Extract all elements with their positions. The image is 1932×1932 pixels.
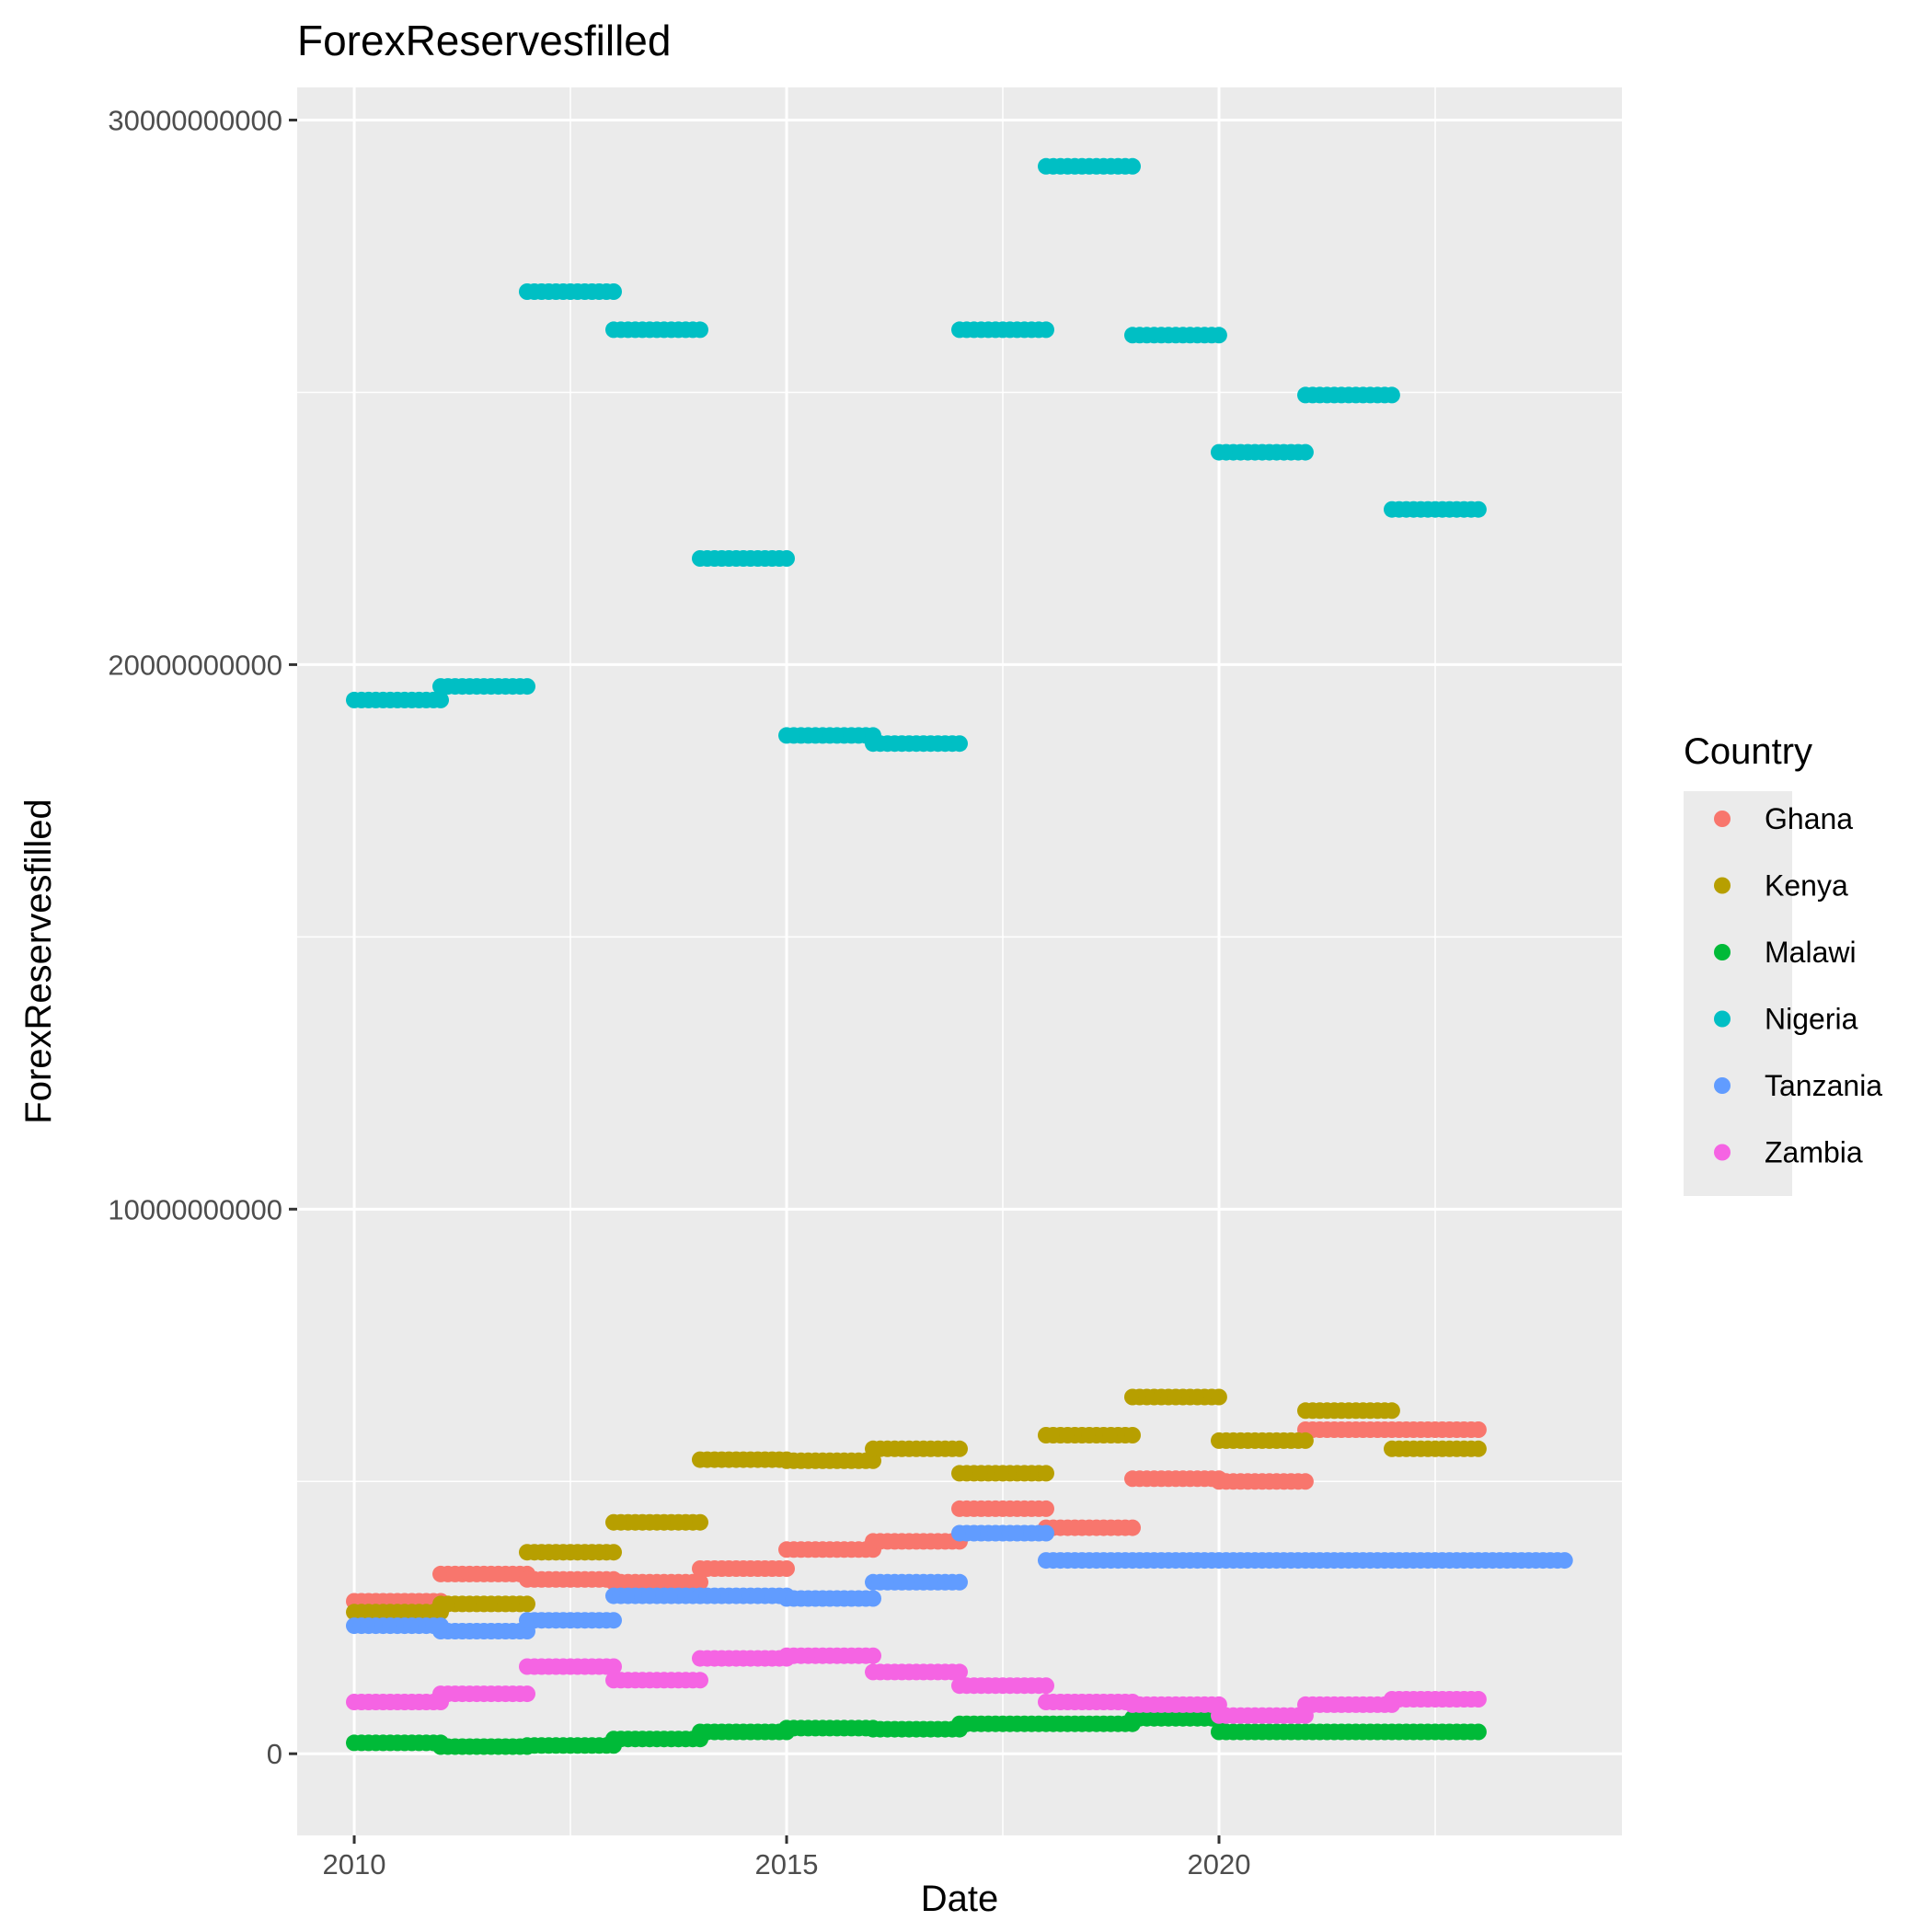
- data-point: [865, 1647, 881, 1664]
- axis-ticks: [289, 119, 1221, 1844]
- legend-label: Malawi: [1765, 936, 1857, 969]
- y-tick-label: 10000000000: [108, 1193, 282, 1225]
- data-point: [778, 1560, 795, 1577]
- data-point: [605, 1612, 622, 1629]
- data-point: [605, 1544, 622, 1561]
- data-point: [605, 283, 622, 300]
- data-point: [692, 321, 708, 339]
- data-point: [1038, 1524, 1054, 1542]
- data-point: [1296, 443, 1314, 461]
- data-point: [1469, 1421, 1487, 1438]
- data-point: [1556, 1552, 1573, 1570]
- data-point: [605, 1658, 622, 1675]
- data-point: [1038, 1500, 1054, 1517]
- data-point: [692, 1672, 708, 1689]
- data-point: [1038, 1465, 1054, 1482]
- legend-label: Ghana: [1765, 802, 1853, 835]
- legend-item-kenya: Kenya: [1714, 869, 1848, 903]
- y-tick-label: 20000000000: [108, 649, 282, 681]
- legend-key: [1714, 1144, 1731, 1161]
- legend-title: Country: [1684, 731, 1812, 772]
- legend-key: [1714, 811, 1731, 827]
- data-point: [951, 1663, 968, 1681]
- data-point: [1210, 327, 1227, 344]
- data-point: [1124, 157, 1141, 175]
- y-axis-title: ForexReservesfilled: [18, 799, 59, 1123]
- legend-item-ghana: Ghana: [1714, 802, 1853, 835]
- series-malawi: [346, 1709, 1487, 1755]
- legend-item-malawi: Malawi: [1714, 936, 1857, 969]
- data-point: [1038, 1677, 1054, 1695]
- x-axis-title: Date: [921, 1879, 999, 1919]
- legend-key: [1714, 1010, 1731, 1028]
- major-gridlines: [297, 87, 1622, 1835]
- data-point: [1469, 500, 1487, 518]
- series-zambia: [346, 1647, 1487, 1724]
- data-point: [692, 1513, 708, 1531]
- legend-key-background: [1684, 791, 1792, 1196]
- data-points: [346, 157, 1573, 1755]
- series-tanzania: [346, 1524, 1573, 1639]
- series-nigeria: [346, 157, 1487, 753]
- data-point: [1383, 386, 1400, 404]
- data-point: [1383, 1402, 1400, 1420]
- data-point: [778, 550, 795, 567]
- data-point: [519, 1685, 535, 1703]
- x-tick-label: 2020: [1188, 1848, 1251, 1880]
- data-point: [951, 735, 968, 753]
- legend-key: [1714, 877, 1731, 894]
- data-point: [1124, 1519, 1141, 1536]
- data-point: [951, 1573, 968, 1591]
- y-axis-tick-labels: 0 10000000000 20000000000 30000000000: [108, 105, 282, 1771]
- data-point: [951, 1440, 968, 1457]
- x-tick-label: 2010: [323, 1848, 386, 1880]
- legend: Country Ghana Kenya Malawi Nigeria Tanzania Z…: [1684, 731, 1882, 1196]
- legend-key: [1714, 1077, 1731, 1094]
- y-tick-label: 30000000000: [108, 105, 282, 137]
- legend-item-nigeria: Nigeria: [1714, 1003, 1858, 1036]
- data-point: [865, 1452, 881, 1469]
- data-point: [519, 678, 535, 696]
- data-point: [1124, 1427, 1141, 1443]
- series-ghana: [346, 1421, 1487, 1610]
- data-point: [1469, 1723, 1487, 1741]
- data-point: [519, 1595, 535, 1613]
- legend-label: Nigeria: [1765, 1003, 1858, 1036]
- legend-item-zambia: Zambia: [1714, 1136, 1863, 1169]
- data-point: [865, 1590, 881, 1607]
- chart-title: ForexReservesfilled: [297, 17, 671, 64]
- legend-label: Kenya: [1765, 869, 1848, 903]
- data-point: [1210, 1388, 1227, 1406]
- data-point: [692, 1573, 708, 1591]
- legend-key: [1714, 944, 1731, 960]
- series-kenya: [346, 1388, 1487, 1621]
- legend-label: Tanzania: [1765, 1069, 1882, 1102]
- data-point: [1469, 1691, 1487, 1708]
- legend-items: Ghana Kenya Malawi Nigeria Tanzania Zambia: [1714, 802, 1882, 1169]
- data-point: [1296, 1432, 1314, 1449]
- data-point: [432, 691, 449, 708]
- data-point: [1038, 321, 1054, 339]
- x-tick-label: 2015: [755, 1848, 819, 1880]
- legend-item-tanzania: Tanzania: [1714, 1069, 1882, 1102]
- x-axis-tick-labels: 2010 2015 2020: [323, 1848, 1251, 1880]
- data-point: [1296, 1473, 1314, 1490]
- legend-label: Zambia: [1765, 1136, 1863, 1169]
- data-point: [1469, 1440, 1487, 1457]
- y-tick-label: 0: [267, 1738, 282, 1770]
